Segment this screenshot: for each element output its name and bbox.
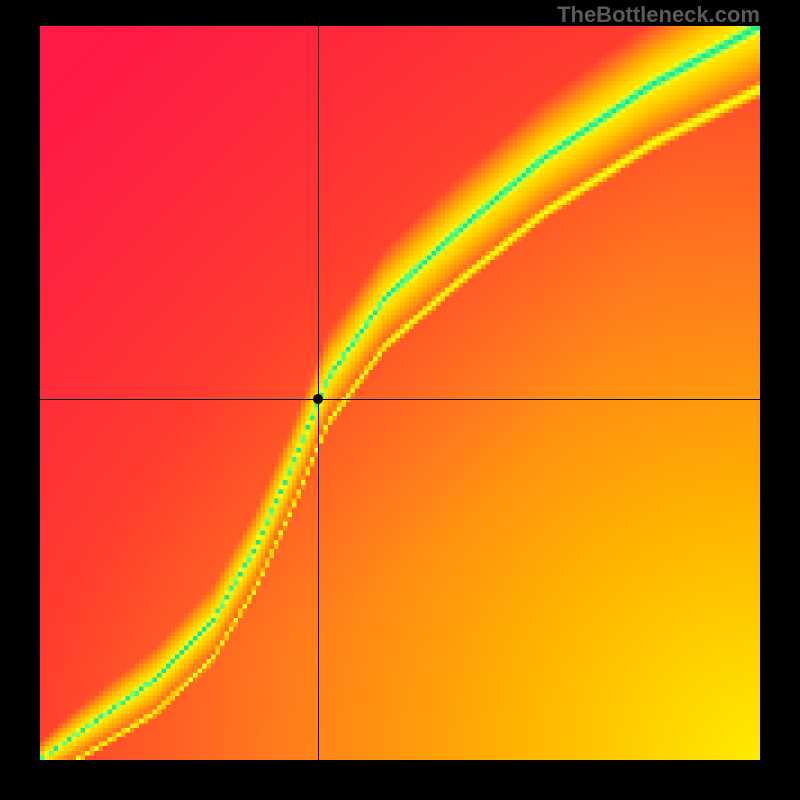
crosshair-marker-dot bbox=[313, 394, 323, 404]
watermark-label: TheBottleneck.com bbox=[557, 2, 760, 28]
bottleneck-heatmap bbox=[40, 26, 760, 760]
crosshair-horizontal-line bbox=[40, 399, 760, 400]
